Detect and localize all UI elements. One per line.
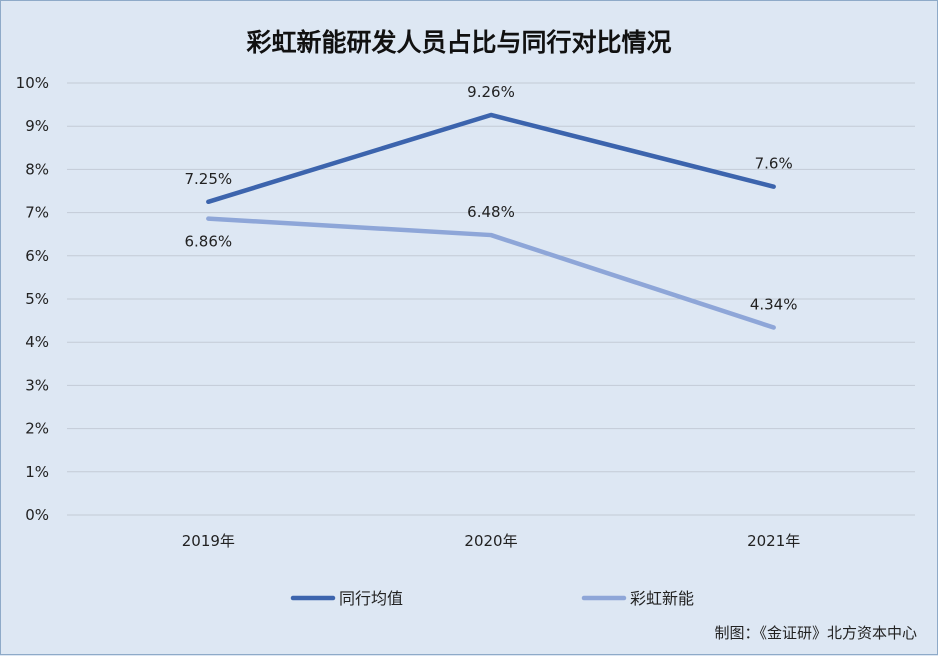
y-tick-label: 7% (25, 204, 49, 222)
data-point (490, 113, 492, 116)
y-tick-label: 4% (25, 333, 49, 351)
y-tick-label: 8% (25, 160, 49, 178)
y-tick-label: 9% (25, 117, 49, 135)
legend-label: 同行均值 (339, 589, 403, 608)
data-point (772, 185, 775, 188)
x-tick-label: 2020年 (464, 532, 517, 550)
data-point (772, 326, 775, 329)
data-point (207, 200, 210, 203)
credit-text: 制图：《金证研》北方资本中心 (714, 624, 917, 642)
data-point (490, 234, 492, 237)
y-axis-ticks: 0% 1% 2% 3% 4% 5% 6% 7% 8% 9% 10% (16, 74, 49, 524)
chart-title: 彩虹新能研发人员占比与同行对比情况 (246, 28, 671, 57)
y-tick-label: 0% (25, 506, 49, 524)
legend: 同行均值 彩虹新能 (290, 589, 694, 608)
legend-label: 彩虹新能 (630, 589, 694, 608)
y-tick-label: 10% (16, 74, 49, 92)
y-tick-label: 5% (25, 290, 49, 308)
data-label: 6.48% (467, 203, 515, 221)
data-point (207, 217, 210, 220)
data-label: 6.86% (185, 233, 233, 251)
data-label: 7.25% (185, 170, 233, 188)
y-tick-label: 1% (25, 463, 49, 481)
series-line (206, 112, 776, 205)
x-tick-label: 2021年 (747, 532, 800, 550)
x-tick-label: 2019年 (182, 532, 235, 550)
data-label: 9.26% (467, 83, 515, 101)
data-label: 4.34% (750, 296, 798, 314)
data-labels: 7.25% 9.26% 7.6% 6.86% 6.48% 4.34% (185, 83, 798, 314)
y-tick-label: 2% (25, 420, 49, 438)
x-axis-ticks: 2019年 2020年 2021年 (182, 532, 801, 550)
y-tick-label: 6% (25, 247, 49, 265)
series-lines (206, 112, 776, 330)
data-label: 7.6% (755, 155, 793, 173)
grid-lines (67, 82, 915, 516)
y-tick-label: 3% (25, 376, 49, 394)
